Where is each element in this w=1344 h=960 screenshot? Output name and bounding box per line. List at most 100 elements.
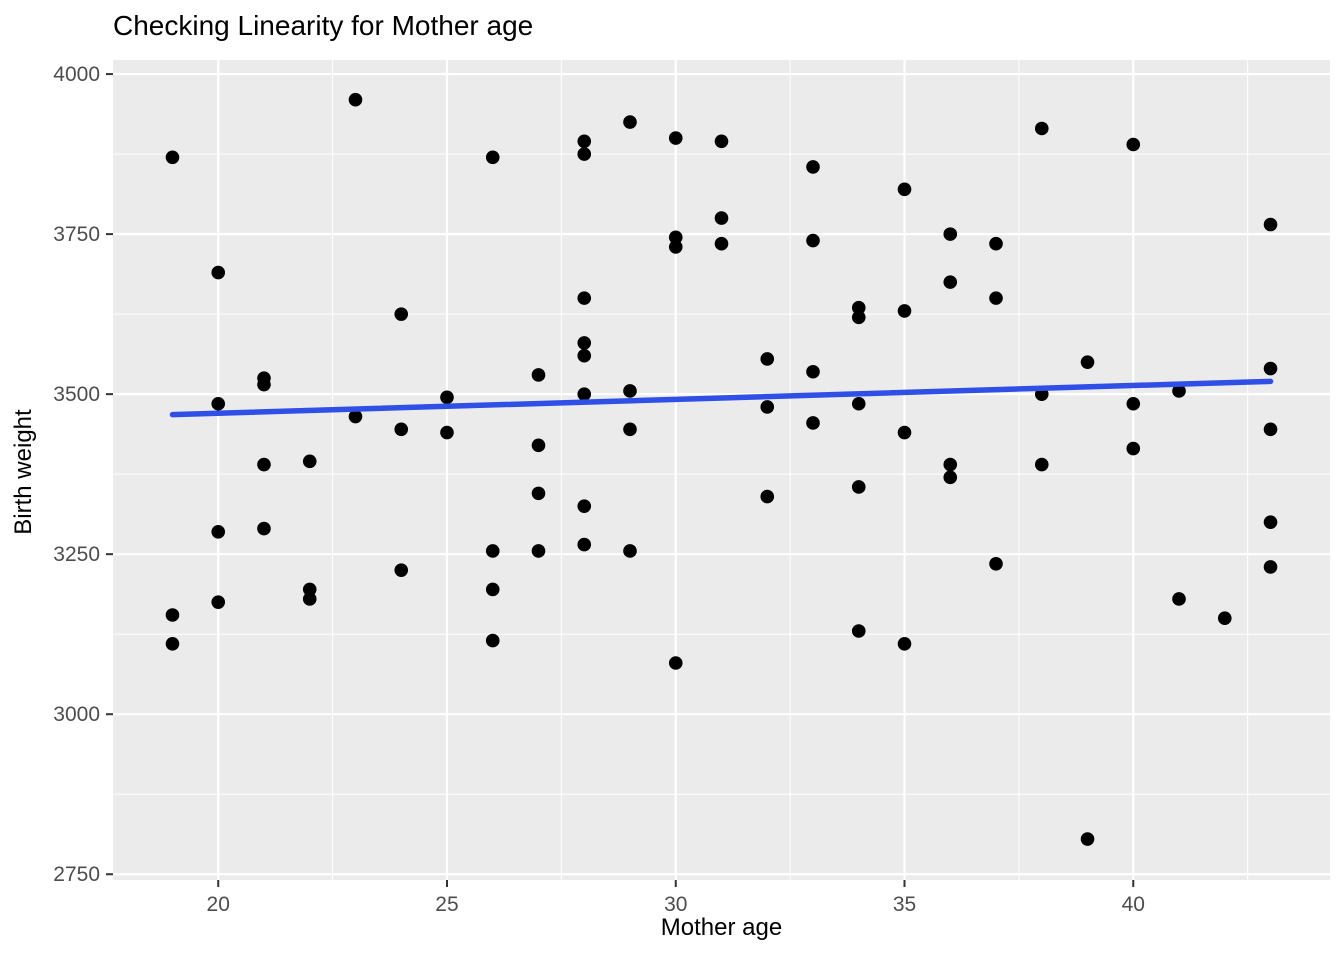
- data-point: [989, 291, 1003, 305]
- data-point: [485, 633, 500, 648]
- data-point: [714, 236, 729, 251]
- data-point: [302, 582, 317, 597]
- data-point: [531, 368, 546, 382]
- data-point: [806, 364, 820, 379]
- data-point: [1080, 355, 1095, 369]
- data-point: [1263, 515, 1278, 529]
- data-point: [989, 236, 1003, 251]
- data-point: [1263, 560, 1278, 574]
- data-point: [1126, 137, 1141, 152]
- data-point: [623, 544, 637, 558]
- data-point: [577, 134, 592, 149]
- data-point: [943, 470, 958, 485]
- data-point: [1217, 611, 1232, 625]
- y-tick-label: 3250: [53, 543, 100, 566]
- data-point: [989, 556, 1003, 571]
- x-tick-label: 30: [664, 893, 687, 916]
- data-point: [1080, 832, 1095, 846]
- data-point: [577, 348, 592, 363]
- data-point: [394, 422, 409, 437]
- x-axis-title: Mother age: [660, 914, 783, 941]
- data-point: [897, 425, 912, 440]
- data-point: [211, 265, 226, 280]
- data-point: [440, 390, 454, 405]
- data-point: [577, 291, 592, 305]
- plot-panel: [113, 60, 1330, 880]
- data-point: [851, 300, 866, 315]
- data-point: [1263, 217, 1278, 232]
- data-point: [348, 409, 363, 424]
- data-point: [485, 150, 500, 165]
- data-point: [623, 384, 637, 398]
- data-point: [943, 457, 958, 472]
- data-point: [760, 489, 775, 504]
- data-point: [348, 92, 363, 107]
- data-point: [1263, 361, 1278, 376]
- data-point: [897, 182, 912, 197]
- data-point: [806, 416, 820, 430]
- data-point: [806, 160, 820, 174]
- data-point: [760, 400, 775, 414]
- data-point: [714, 211, 729, 225]
- data-point: [440, 425, 454, 440]
- data-point: [394, 563, 409, 577]
- data-point: [577, 537, 592, 552]
- y-tick-label: 2750: [53, 863, 100, 886]
- data-point: [943, 275, 958, 289]
- data-point: [897, 304, 912, 318]
- data-point: [851, 624, 866, 638]
- data-point: [165, 608, 180, 622]
- x-tick-label: 35: [893, 893, 916, 916]
- data-point: [257, 457, 271, 472]
- data-point: [668, 230, 683, 245]
- data-point: [165, 150, 180, 165]
- data-point: [485, 544, 500, 558]
- data-point: [714, 134, 729, 149]
- x-tick-label: 25: [435, 893, 458, 916]
- data-point: [577, 387, 592, 401]
- data-point: [394, 307, 409, 321]
- data-point: [760, 352, 775, 366]
- data-point: [577, 499, 592, 513]
- data-point: [1034, 121, 1049, 136]
- y-axis-title: Birth weight: [10, 409, 37, 535]
- y-tick-label: 3000: [53, 703, 100, 726]
- data-point: [531, 544, 546, 558]
- data-point: [806, 233, 820, 248]
- data-point: [211, 396, 226, 411]
- data-point: [302, 454, 317, 469]
- data-point: [851, 310, 866, 325]
- x-tick-label: 20: [207, 893, 230, 916]
- data-point: [623, 422, 637, 437]
- data-point: [577, 336, 592, 350]
- data-point: [1126, 396, 1141, 411]
- data-point: [485, 582, 500, 597]
- data-point: [257, 521, 271, 536]
- data-point: [1126, 441, 1141, 456]
- data-point: [302, 592, 317, 606]
- data-point: [668, 131, 683, 145]
- data-point: [1263, 422, 1278, 437]
- data-point: [851, 480, 866, 494]
- data-point: [531, 486, 546, 501]
- data-point: [211, 524, 226, 539]
- data-point: [211, 595, 226, 609]
- data-point: [668, 656, 683, 670]
- y-tick-label: 3500: [53, 383, 100, 406]
- data-point: [531, 438, 546, 453]
- data-point: [577, 147, 592, 161]
- data-point: [897, 636, 912, 651]
- data-point: [1172, 592, 1186, 606]
- data-point: [851, 396, 866, 411]
- data-point: [165, 636, 180, 651]
- data-point: [1172, 384, 1186, 398]
- data-point: [943, 227, 958, 241]
- trend-line: [169, 378, 1274, 418]
- x-tick-label: 40: [1122, 893, 1145, 916]
- y-tick-label: 3750: [53, 223, 100, 246]
- chart-title: Checking Linearity for Mother age: [113, 10, 534, 41]
- y-tick-label: 4000: [53, 63, 100, 86]
- data-point: [623, 115, 637, 129]
- data-point: [257, 377, 271, 392]
